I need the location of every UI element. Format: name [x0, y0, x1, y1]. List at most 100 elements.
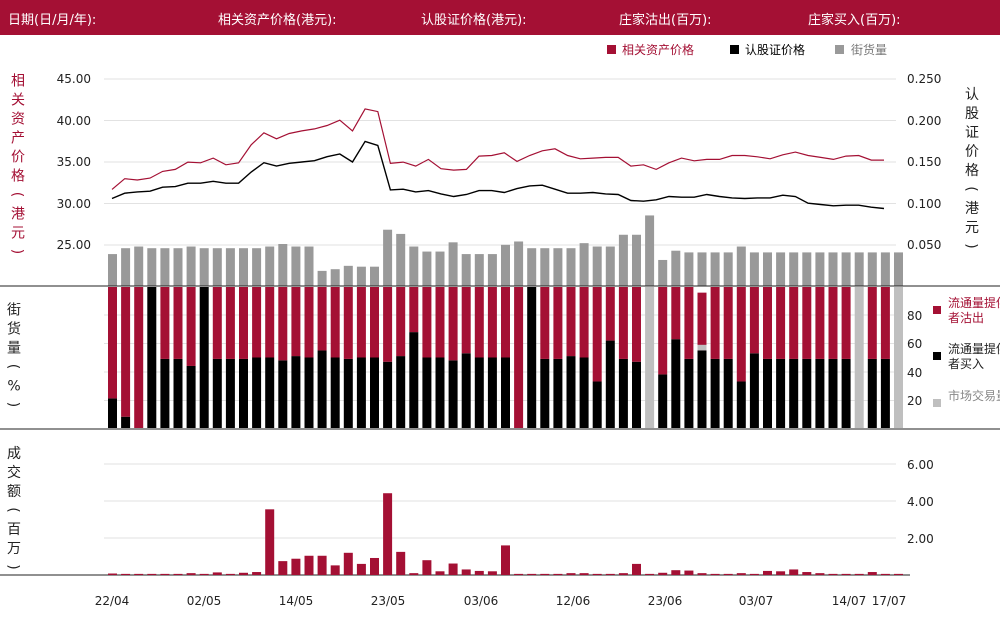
axis-title-char: 元 [11, 226, 25, 242]
liquidity-sell-bar [514, 287, 524, 428]
legend-label-outstanding: 街货量 [851, 42, 887, 57]
turnover-bar [108, 573, 117, 575]
turnover-bar [579, 573, 589, 575]
turnover-bar [422, 560, 432, 575]
axis-title-char: ( [963, 186, 979, 191]
liquidity-buy-bar [618, 358, 628, 428]
turnover-bar [147, 573, 157, 575]
outstanding-bar [199, 248, 209, 286]
turnover-bar [356, 563, 366, 575]
liquidity-buy-bar [671, 339, 681, 428]
axis-title-char: 相 [11, 74, 25, 90]
liquidity-buy-bar [501, 357, 510, 428]
liquidity-buy-bar [435, 357, 445, 428]
legend-label: 流通量提供 [948, 295, 1000, 310]
turnover-bar [894, 573, 903, 575]
liquidity-sell-bar [710, 287, 720, 359]
turnover-bar [252, 572, 262, 575]
date-label: 23/06 [648, 594, 683, 608]
liquidity-sell-bar [278, 287, 288, 361]
outstanding-bar [121, 248, 131, 286]
outstanding-bar [867, 252, 877, 286]
turnover-bar [501, 545, 510, 575]
liquidity-sell-bar [108, 287, 117, 399]
turnover-bar [435, 571, 445, 575]
outstanding-bar [841, 252, 851, 286]
liquidity-sell-bar [501, 287, 510, 358]
turnover-bar [134, 573, 144, 575]
liquidity-sell-bar [343, 287, 353, 359]
left-tick-label: 30.00 [57, 197, 91, 211]
outstanding-bar [763, 252, 772, 286]
liquidity-buy-bar [763, 358, 772, 428]
liquidity-buy-bar [330, 357, 340, 428]
liquidity-sell-bar [291, 287, 301, 357]
outstanding-bar [435, 251, 445, 286]
turnover-tick-label: 6.00 [907, 458, 934, 472]
date-label: 14/05 [279, 594, 314, 608]
turnover-bar [789, 569, 799, 575]
right-axis-title: 认股证价格 (港元) [963, 87, 979, 249]
legend-label: 市场交易量 [948, 388, 1000, 403]
outstanding-bar [697, 252, 707, 286]
liquidity-buy-bar [212, 358, 222, 428]
header-bar: 日期(日/月/年): 相关资产价格(港元): 认股证价格(港元): 庄家沽出(百… [0, 0, 1000, 35]
liquidity-buy-bar [605, 340, 615, 428]
axis-title-char: 港 [11, 207, 25, 223]
legend-label: 流通量提供 [948, 341, 1000, 356]
turnover-bar [841, 573, 851, 575]
liquidity-buy-bar [815, 358, 825, 428]
axis-title-char: 货 [7, 321, 21, 338]
liquidity-buy-bar [461, 353, 471, 428]
market-volume-bar [645, 287, 655, 428]
share-bars [108, 287, 903, 428]
warrant-price-line [111, 140, 885, 210]
liquidity-buy-bar [487, 357, 497, 428]
underlying-price-label: 相关资产价格(港元): [218, 13, 337, 28]
outstanding-bar [304, 246, 314, 286]
axis-title-char: 格 [11, 169, 25, 185]
date-axis: 22/04 02/05 14/05 23/05 03/06 12/06 23/0… [95, 594, 907, 608]
turnover-bar [225, 573, 235, 575]
axis-title-char: ( [9, 192, 25, 197]
axis-title-char: ) [5, 564, 21, 569]
liquidity-buy-bar [304, 357, 314, 428]
share-axis: 80 60 40 20 [907, 309, 922, 408]
axis-title-char: 万 [7, 541, 21, 557]
legend-label: 者沽出 [948, 311, 984, 325]
turnover-bar [592, 573, 602, 575]
date-label: 日期(日/月/年): [8, 13, 97, 28]
axis-title-char: 百 [7, 522, 21, 538]
liquidity-buy-bar [291, 356, 301, 428]
outstanding-bar [278, 244, 288, 286]
liquidity-buy-bar [802, 358, 812, 428]
axis-title-char: ) [9, 249, 25, 254]
outstanding-bar [605, 246, 615, 286]
liquidity-buy-bar [396, 356, 406, 428]
turnover-bar [383, 493, 393, 575]
liquidity-buy-bar [199, 287, 209, 428]
outstanding-bar [147, 248, 157, 286]
outstanding-bar [212, 248, 222, 286]
axis-title-char: 资 [11, 112, 25, 128]
turnover-bar [239, 572, 248, 575]
turnover-bar [514, 573, 524, 575]
liquidity-buy-bar [422, 357, 432, 428]
liquidity-buy-bar [776, 358, 786, 428]
legend-label-warrant: 认股证价格 [745, 42, 805, 57]
turnover-bar [396, 551, 406, 575]
liquidity-sell-bar [225, 287, 235, 359]
price-legend: 相关资产价格 认股证价格 街货量 [607, 42, 887, 57]
liquidity-sell-bar [461, 287, 471, 354]
liquidity-sell-bar [723, 287, 733, 359]
right-tick-label: 0.150 [907, 155, 941, 169]
market-volume-bar [894, 287, 903, 428]
liquidity-buy-bar [160, 358, 170, 428]
legend-swatch-warrant [730, 45, 739, 54]
liquidity-buy-bar [684, 358, 694, 428]
outstanding-bar [618, 234, 628, 286]
liquidity-buy-bar [540, 358, 550, 428]
turnover-bar [527, 573, 537, 575]
outstanding-bar [736, 246, 746, 286]
underlying-price-line [111, 108, 884, 190]
